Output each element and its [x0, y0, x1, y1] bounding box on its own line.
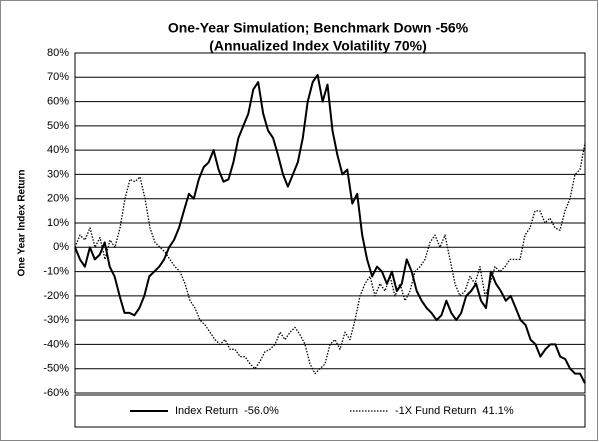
y-tick-label: 80% — [47, 47, 69, 59]
y-tick-label: 70% — [47, 71, 69, 83]
y-tick-label: 60% — [47, 95, 69, 107]
y-tick-label: 10% — [47, 217, 69, 229]
chart-title: One-Year Simulation; Benchmark Down -56% — [168, 20, 469, 36]
y-tick-label: 20% — [47, 193, 69, 205]
plot-frame — [74, 52, 586, 394]
y-tick-label: -60% — [43, 387, 69, 399]
y-tick-label: -40% — [43, 338, 69, 350]
series-line — [74, 73, 586, 384]
y-tick-label: 50% — [47, 120, 69, 132]
legend-label: -1X Fund Return 41.1% — [395, 405, 514, 417]
y-tick-label: -10% — [43, 265, 69, 277]
legend-label: Index Return -56.0% — [175, 405, 279, 417]
y-tick-label: -30% — [43, 314, 69, 326]
chart-subtitle: (Annualized Index Volatility 70%) — [209, 38, 427, 54]
series-line — [74, 142, 586, 375]
y-tick-label: 0% — [53, 241, 69, 253]
y-tick-label: 30% — [47, 168, 69, 180]
y-axis-label: One Year Index Return — [17, 169, 28, 276]
y-tick-label: -20% — [43, 290, 69, 302]
y-tick-label: 40% — [47, 144, 69, 156]
y-tick-label: -50% — [43, 363, 69, 375]
